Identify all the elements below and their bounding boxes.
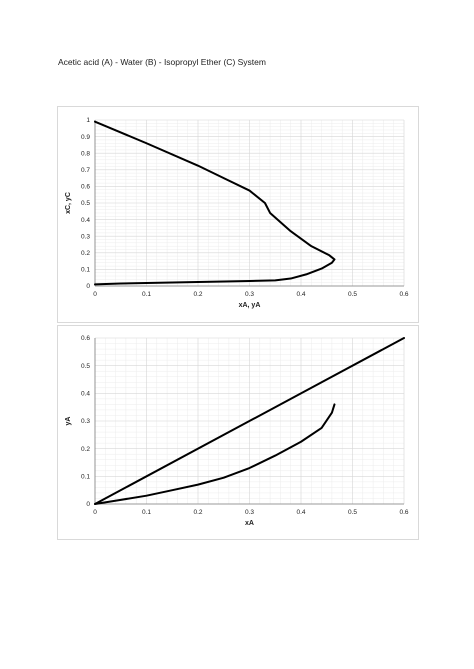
y-tick-label: 0.4: [81, 217, 90, 224]
y-tick-label: 0.1: [81, 267, 90, 274]
series-line-1: [94, 337, 405, 505]
series-line-2: [94, 403, 336, 505]
y-tick-label: 0.9: [81, 134, 90, 141]
y-tick-label: 0.6: [81, 184, 90, 191]
y-axis-label: xC, yC: [65, 192, 72, 214]
y-tick-label: 0.7: [81, 167, 90, 174]
y-tick-label: 0.4: [81, 391, 90, 398]
y-tick-label: 1: [86, 117, 90, 124]
x-tick-label: 0.5: [348, 509, 357, 516]
x-tick-label: 0.4: [296, 291, 305, 298]
page-title: Acetic acid (A) - Water (B) - Isopropyl …: [58, 57, 266, 67]
x-tick-label: 0.2: [193, 291, 202, 298]
y-tick-label: 0.1: [81, 474, 90, 481]
y-tick-label: 0.6: [81, 335, 90, 342]
x-tick-label: 0.5: [348, 291, 357, 298]
x-axis-label: xA, yA: [239, 302, 261, 309]
series-line-1: [94, 120, 336, 286]
chart-svg: 0 0.1 0.2 0.3 0.4 0.5 0.6 0 0.1 0.2 0.3 0.4 0.5 0.6 0.…: [65, 117, 409, 309]
y-tick-label: 0: [86, 501, 90, 508]
x-tick-label: 0.4: [296, 509, 305, 516]
chart-svg: 0 0.1 0.2 0.3 0.4 0.5 0.6 0 0.1 0.2 0.3 0.4 0.5 0.6 xA…: [65, 335, 409, 527]
y-tick-label: 0.5: [81, 363, 90, 370]
chart-distribution-curve: 0 0.1 0.2 0.3 0.4 0.5 0.6 0 0.1 0.2 0.3 0.4 0.5 0.6 xA…: [57, 325, 419, 540]
y-tick-label: 0.8: [81, 150, 90, 157]
y-tick-label: 0.2: [81, 446, 90, 453]
x-tick-label: 0: [93, 509, 97, 516]
grid: [94, 119, 405, 287]
y-tick-label: 0.2: [81, 250, 90, 257]
x-tick-label: 0.1: [142, 509, 151, 516]
x-tick-label: 0.1: [142, 291, 151, 298]
y-tick-label: 0.5: [81, 200, 90, 207]
x-tick-label: 0.6: [399, 509, 408, 516]
y-axis-label: yA: [65, 417, 72, 426]
x-tick-label: 0.6: [399, 291, 408, 298]
y-tick-label: 0.3: [81, 418, 90, 425]
x-axis-label: xA: [245, 520, 254, 527]
chart-ternary-equilibrium: 0 0.1 0.2 0.3 0.4 0.5 0.6 0 0.1 0.2 0.3 0.4 0.5 0.6 0.…: [57, 106, 419, 323]
x-tick-label: 0: [93, 291, 97, 298]
y-tick-label: 0: [86, 283, 90, 290]
y-tick-label: 0.3: [81, 233, 90, 240]
x-tick-label: 0.3: [245, 291, 254, 298]
x-tick-label: 0.3: [245, 509, 254, 516]
x-tick-label: 0.2: [193, 509, 202, 516]
